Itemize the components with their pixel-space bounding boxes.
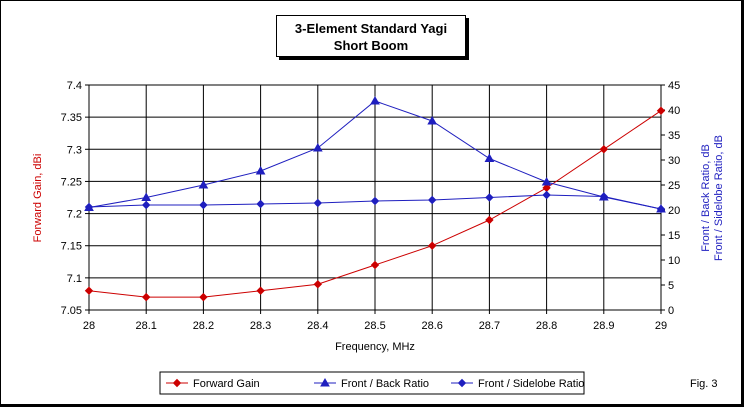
y-axis-left-label: Forward Gain, dBi (32, 154, 44, 243)
front-back-ratio-point (312, 142, 323, 152)
front-sidelobe-ratio-point (256, 199, 265, 209)
y-right-tick-label: 35 (668, 130, 680, 142)
y-right-tick-label: 5 (668, 280, 674, 292)
front-sidelobe-ratio-point (542, 190, 551, 200)
x-tick-label: 28.9 (593, 320, 614, 332)
legend-front-back-ratio-marker (320, 377, 330, 387)
x-tick-label: 28.1 (135, 320, 156, 332)
axes (85, 84, 665, 314)
front-sidelobe-ratio-point (656, 204, 666, 214)
forward-gain-point (256, 286, 265, 295)
forward-gain-point (370, 260, 380, 270)
x-tick-label: 28.2 (193, 320, 214, 332)
front-sidelobe-ratio-point (141, 200, 151, 210)
front-sidelobe-ratio-point (485, 193, 494, 202)
x-tick-label: 28 (83, 320, 95, 332)
chart-title-box: 3-Element Standard Yagi Short Boom (276, 15, 466, 57)
y-left-tick-label: 7.4 (67, 80, 82, 92)
front-back-ratio-point (370, 95, 380, 105)
legend-front-sidelobe-ratio-marker (457, 378, 467, 388)
legend-front-sidelobe-ratio-label: Front / Sidelobe Ratio (478, 378, 584, 390)
x-tick-label: 28.5 (364, 320, 385, 332)
y-right-tick-label: 45 (668, 80, 680, 92)
front-sidelobe-ratio-point (199, 200, 208, 210)
chart-title: 3-Element Standard Yagi (294, 21, 448, 36)
legend-forward-gain-label: Forward Gain (193, 378, 260, 390)
y-axis-right-label-1: Front / Back Ratio, dB (700, 144, 712, 252)
x-tick-label: 28.7 (479, 320, 500, 332)
legend-forward-gain-marker (172, 378, 182, 388)
front-back-ratio-point (255, 165, 266, 175)
legend-box (159, 371, 585, 395)
y-left-tick-label: 7.3 (67, 144, 82, 156)
front-back-ratio-point (541, 176, 552, 186)
x-tick-label: 28.8 (536, 320, 557, 332)
legend: Forward Gain Front / Back Ratio Front / Si… (159, 371, 585, 395)
tick-labels: 7.05 7.1 7.15 7.2 7.25 7.3 7.35 7.4 0 5 10 15 20 25 30… (61, 80, 681, 332)
x-tick-label: 28.3 (250, 320, 271, 332)
forward-gain-point (141, 292, 151, 302)
y-right-tick-label: 40 (668, 105, 680, 117)
y-right-tick-label: 0 (668, 305, 674, 317)
forward-gain-point (313, 280, 323, 289)
forward-gain-point (84, 286, 94, 295)
y-right-tick-label: 15 (668, 230, 680, 242)
front-back-ratio-point (198, 179, 209, 189)
y-right-tick-label: 25 (668, 180, 680, 192)
front-sidelobe-ratio-point (599, 192, 609, 201)
y-left-tick-label: 7.1 (67, 273, 82, 285)
front-back-ratio-point (484, 153, 495, 162)
x-tick-label: 28.6 (421, 320, 442, 332)
y-right-tick-label: 20 (668, 205, 680, 217)
front-sidelobe-ratio-point (313, 198, 323, 208)
front-sidelobe-ratio-point (427, 195, 437, 205)
series-group (84, 95, 666, 302)
forward-gain-point (427, 241, 437, 250)
front-back-ratio-point (427, 115, 438, 125)
figure-label: Fig. 3 (690, 378, 718, 390)
chart-subtitle: Short Boom (333, 38, 409, 53)
forward-gain-point (599, 145, 609, 154)
x-tick-label: 29 (655, 320, 667, 332)
y-left-tick-label: 7.05 (61, 305, 82, 317)
y-left-tick-label: 7.15 (61, 241, 82, 253)
y-axis-right-label-2: Front / Sidelobe Ratio, dB (713, 135, 725, 261)
front-sidelobe-ratio-point (370, 196, 380, 206)
y-left-tick-label: 7.2 (67, 209, 82, 221)
front-back-ratio-point (141, 192, 152, 201)
forward-gain-point (199, 292, 208, 302)
forward-gain-point (485, 215, 494, 225)
y-left-tick-label: 7.25 (61, 176, 82, 188)
x-tick-label: 28.4 (307, 320, 328, 332)
legend-front-back-ratio-label: Front / Back Ratio (341, 378, 429, 390)
front-sidelobe-ratio-point (84, 202, 94, 212)
y-right-tick-label: 30 (668, 155, 680, 167)
y-left-tick-label: 7.35 (61, 112, 82, 124)
x-axis-label: Frequency, MHz (335, 341, 415, 353)
y-right-tick-label: 10 (668, 255, 680, 267)
forward-gain-point (656, 106, 666, 115)
